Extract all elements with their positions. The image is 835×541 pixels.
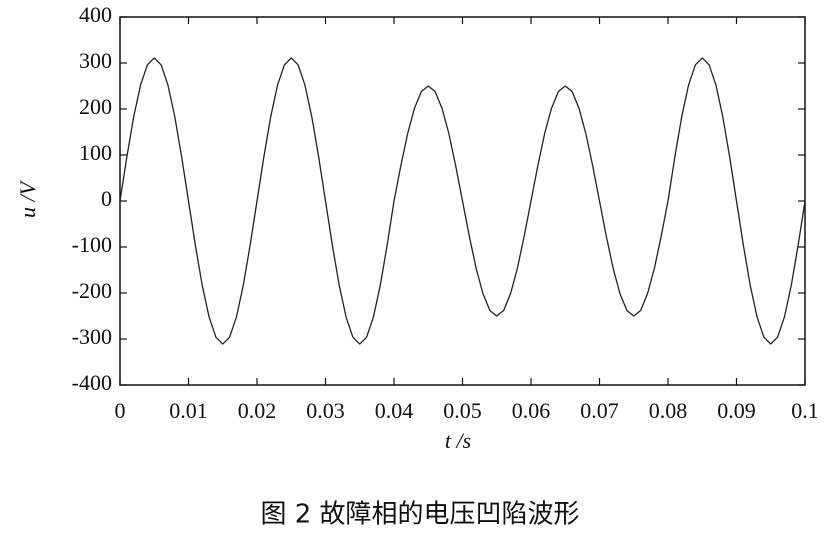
x-tick-label: 0.08 [649, 398, 688, 423]
data-line [119, 57, 806, 345]
x-tick-label: 0.06 [512, 398, 551, 423]
x-tick-label: 0.01 [169, 398, 208, 423]
x-tick-label: 0.1 [791, 398, 819, 423]
x-tick-label: 0.05 [443, 398, 482, 423]
y-tick-label: -100 [72, 232, 112, 257]
x-axis-label: t /s [445, 428, 471, 453]
y-tick-label: -400 [72, 370, 112, 395]
y-axis-label: u /V [15, 179, 40, 218]
x-tick-label: 0 [115, 398, 126, 423]
y-tick-label: 0 [101, 186, 112, 211]
x-tick-label: 0.04 [375, 398, 414, 423]
y-tick-label: -300 [72, 324, 112, 349]
caption: 图 2 故障相的电压凹陷波形 [260, 500, 579, 530]
x-tick-label: 0.09 [717, 398, 756, 423]
x-tick-label: 0.07 [580, 398, 619, 423]
x-tick-label: 0.02 [238, 398, 277, 423]
x-tick-label: 0.03 [306, 398, 345, 423]
y-tick-label: 400 [79, 2, 112, 27]
y-tick-label: -200 [72, 278, 112, 303]
y-tick-label: 300 [79, 48, 112, 73]
y-tick-label: 200 [79, 94, 112, 119]
y-tick-label: 100 [79, 140, 112, 165]
